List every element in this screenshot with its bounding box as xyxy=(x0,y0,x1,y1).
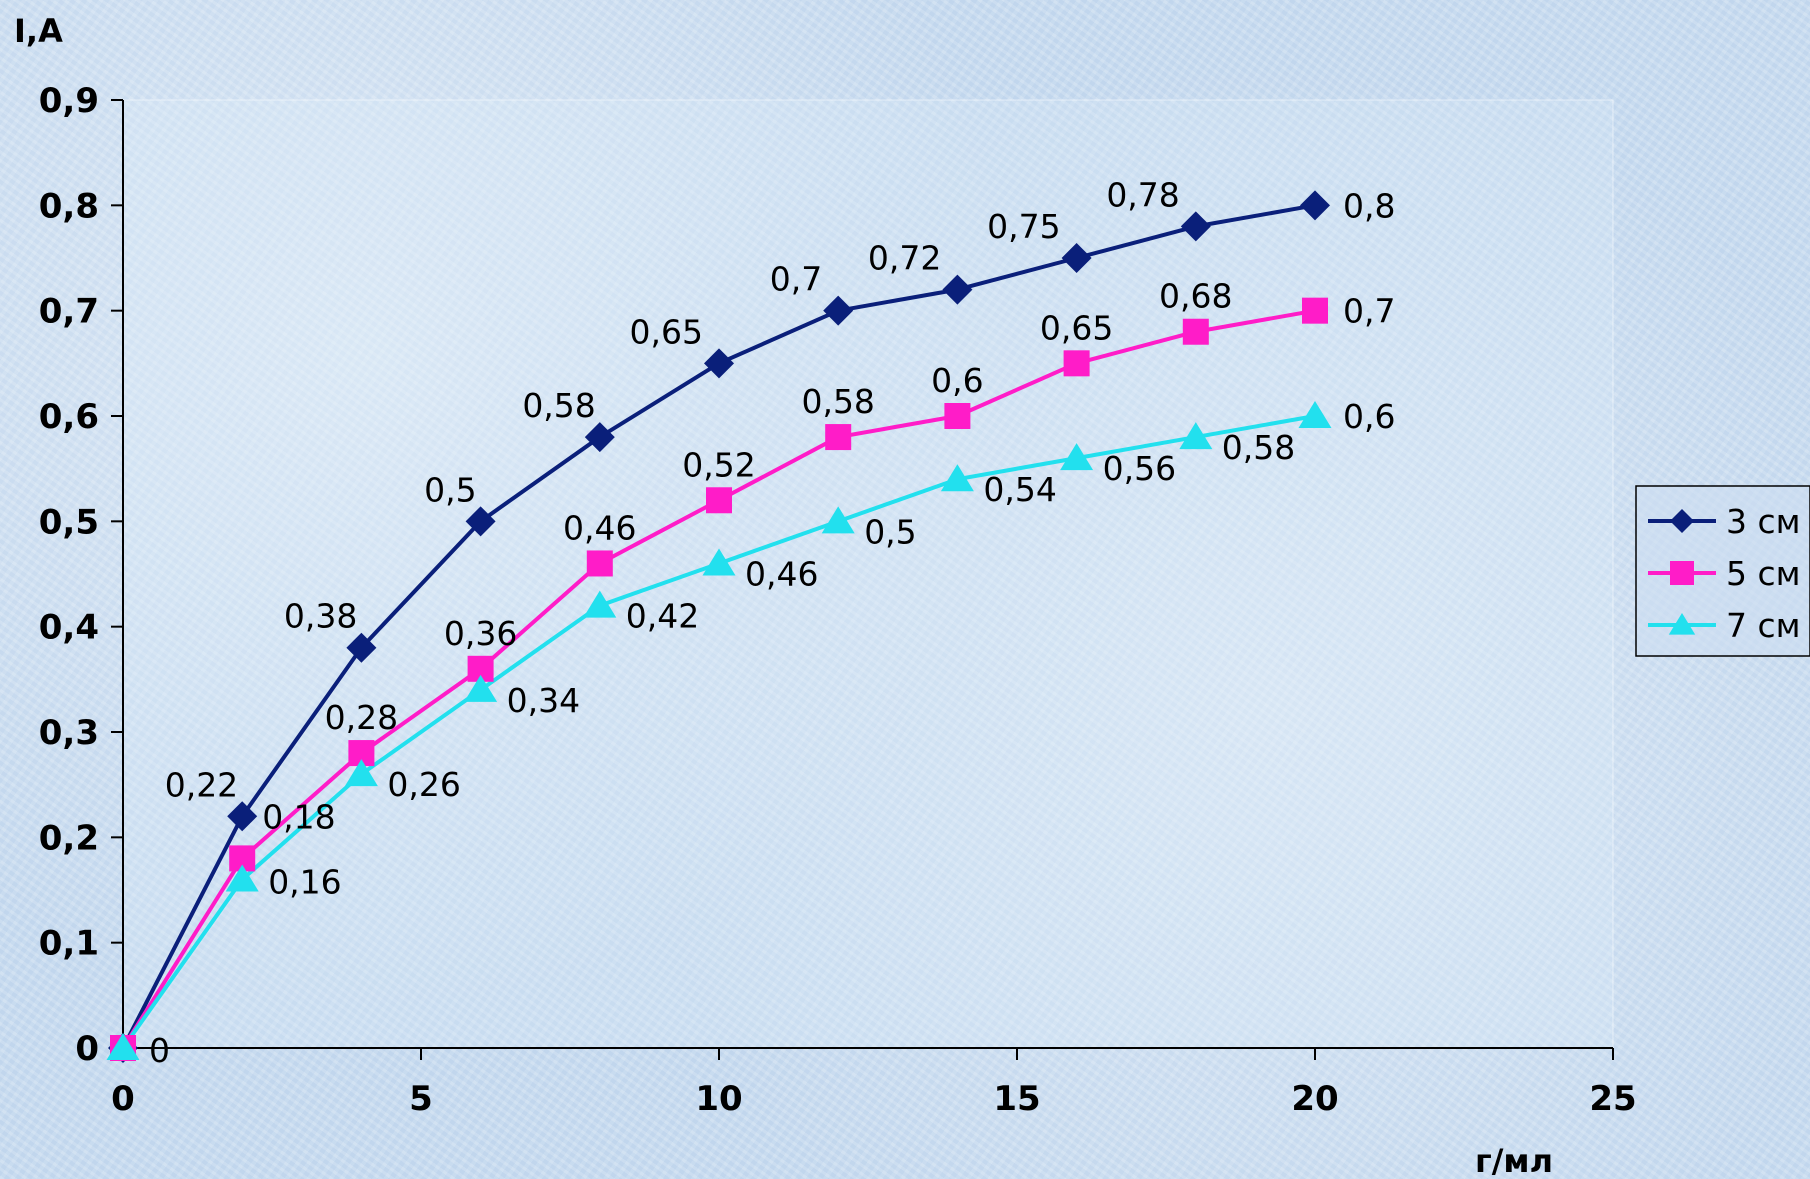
legend-marker xyxy=(1670,561,1694,585)
y-axis-title: I,A xyxy=(14,12,63,50)
data-label: 0,22 xyxy=(165,765,238,804)
data-label: 0,42 xyxy=(626,597,699,636)
x-tick-label: 0 xyxy=(111,1079,135,1119)
y-tick-label: 0,6 xyxy=(39,397,99,437)
data-label: 0,68 xyxy=(1159,277,1232,316)
data-point xyxy=(1061,243,1092,273)
x-tick-label: 5 xyxy=(409,1079,433,1119)
data-point xyxy=(1063,350,1090,377)
legend-marker xyxy=(1668,613,1696,635)
data-label: 0,26 xyxy=(387,765,460,804)
data-label: 0,78 xyxy=(1106,175,1179,214)
x-tick-label: 15 xyxy=(993,1079,1040,1119)
data-point xyxy=(464,674,498,702)
data-label: 0,28 xyxy=(325,698,398,737)
y-tick-label: 0 xyxy=(75,1029,99,1069)
legend-label: 3 см xyxy=(1726,502,1801,541)
data-label: 0,6 xyxy=(931,361,983,400)
data-point xyxy=(823,295,854,326)
data-point xyxy=(346,632,377,663)
data-label: 0,5 xyxy=(864,512,916,551)
data-point xyxy=(583,590,617,618)
data-label: 0,52 xyxy=(682,445,755,484)
data-point xyxy=(1182,318,1209,345)
y-tick-label: 0,3 xyxy=(39,713,99,753)
data-label: 0,58 xyxy=(522,386,595,425)
legend-label: 5 см xyxy=(1726,554,1801,593)
data-point xyxy=(586,550,613,577)
x-tick-label: 25 xyxy=(1589,1079,1636,1119)
data-label: 0,7 xyxy=(770,260,822,299)
y-tick-label: 0,9 xyxy=(39,81,99,121)
data-point xyxy=(1302,297,1328,324)
y-tick-label: 0,1 xyxy=(39,924,99,964)
data-label: 0,18 xyxy=(262,797,335,836)
data-point xyxy=(465,506,496,537)
data-label: 0,46 xyxy=(563,508,636,547)
data-point xyxy=(1180,211,1211,242)
data-point xyxy=(706,487,732,514)
legend-label: 7 см xyxy=(1726,606,1801,645)
data-label: 0,65 xyxy=(1040,308,1113,347)
data-point xyxy=(344,759,378,787)
data-point xyxy=(704,348,734,379)
data-label: 0,8 xyxy=(1343,186,1395,225)
data-point xyxy=(1179,422,1213,450)
data-label: 0,36 xyxy=(444,614,517,653)
data-label: 0 xyxy=(149,1031,170,1070)
y-tick-label: 0,5 xyxy=(39,502,99,542)
x-axis-title: г/мл xyxy=(1475,1142,1553,1179)
y-tick-label: 0,4 xyxy=(39,608,99,648)
data-point xyxy=(106,1033,140,1060)
y-tick-label: 0,2 xyxy=(39,818,99,858)
data-label: 0,54 xyxy=(983,470,1056,509)
data-label: 0,34 xyxy=(507,681,580,720)
data-point xyxy=(702,548,736,576)
data-point xyxy=(940,464,974,492)
legend: 3 см 5 см 7 см xyxy=(1635,485,1810,657)
x-tick-label: 20 xyxy=(1291,1079,1338,1119)
y-tick-label: 0,8 xyxy=(39,186,99,226)
data-point xyxy=(1300,190,1330,221)
y-tick-label: 0,7 xyxy=(39,292,99,332)
data-label: 0,38 xyxy=(284,597,357,636)
data-label: 0,58 xyxy=(801,382,874,421)
data-point xyxy=(1060,443,1094,471)
data-label: 0,7 xyxy=(1343,292,1395,331)
data-point xyxy=(944,403,971,429)
data-point xyxy=(1298,401,1332,428)
data-point xyxy=(821,506,855,534)
data-label: 0,72 xyxy=(868,239,941,278)
data-label: 0,56 xyxy=(1103,449,1176,488)
x-tick-label: 10 xyxy=(695,1079,742,1119)
data-label: 0,65 xyxy=(630,312,703,351)
legend-marker xyxy=(1670,509,1694,533)
data-point xyxy=(225,864,259,892)
plot-area xyxy=(122,99,1614,1049)
data-point xyxy=(825,424,852,451)
data-label: 0,16 xyxy=(268,862,341,901)
data-label: 0,58 xyxy=(1222,428,1295,467)
data-point xyxy=(227,801,258,832)
data-label: 0,75 xyxy=(987,207,1060,246)
data-label: 0,46 xyxy=(745,554,818,593)
data-label: 0,5 xyxy=(424,470,476,509)
data-point xyxy=(942,274,973,305)
data-point xyxy=(584,422,615,453)
data-label: 0,6 xyxy=(1343,397,1395,436)
